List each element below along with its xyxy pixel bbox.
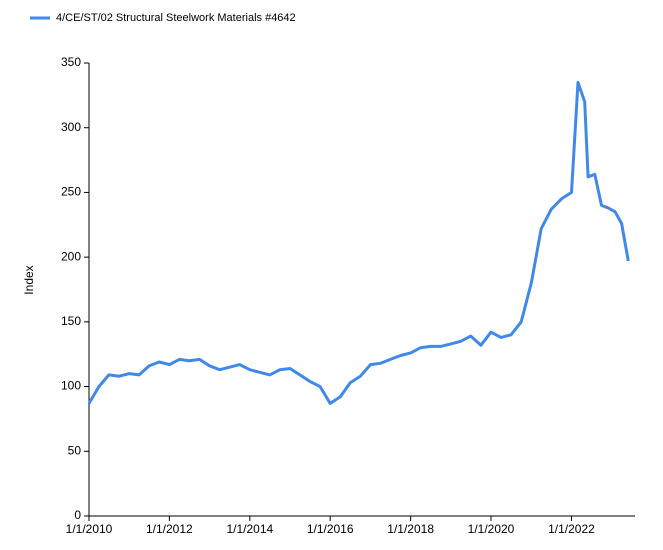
y-tick-label: 300 (61, 120, 81, 134)
y-tick-label: 250 (61, 185, 81, 199)
x-tick-label: 1/1/2014 (226, 522, 273, 536)
y-tick-label: 50 (68, 443, 82, 457)
y-tick-label: 0 (74, 508, 81, 522)
x-tick-label: 1/1/2016 (307, 522, 354, 536)
y-tick-label: 150 (61, 314, 81, 328)
line-series (87, 80, 630, 405)
y-tick-label: 350 (61, 55, 81, 69)
x-tick-label: 1/1/2012 (146, 522, 193, 536)
legend-label: 4/CE/ST/02 Structural Steelwork Material… (56, 12, 296, 24)
x-tick-label: 1/1/2018 (387, 522, 434, 536)
x-tick-label: 1/1/2020 (468, 522, 515, 536)
y-tick-label: 100 (61, 379, 81, 393)
y-tick-label: 200 (61, 249, 81, 263)
x-tick-label: 1/1/2022 (548, 522, 595, 536)
y-axis-label: Index (22, 265, 36, 294)
x-tick-label: 1/1/2010 (66, 522, 113, 536)
